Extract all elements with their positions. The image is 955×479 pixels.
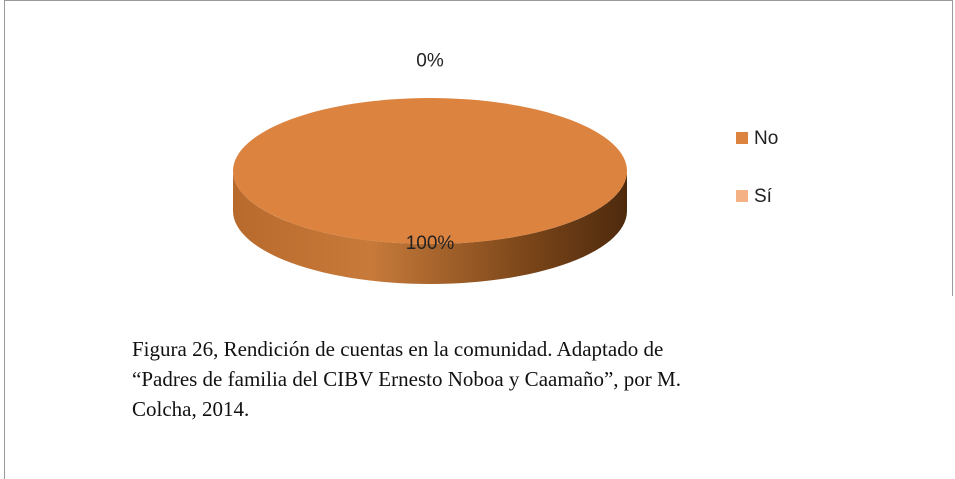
legend-swatch (736, 190, 748, 202)
caption-line: Colcha, 2014. (132, 397, 249, 421)
caption-line: “Padres de familia del CIBV Ernesto Nobo… (132, 367, 681, 391)
pie-slice (233, 98, 627, 244)
legend-label: No (754, 128, 778, 149)
caption-line: Figura 26, Rendición de cuentas en la co… (132, 337, 663, 361)
data-label: 0% (416, 51, 444, 72)
pie-side (233, 171, 627, 284)
legend-label: Sí (754, 186, 773, 207)
data-label: 100% (406, 233, 455, 254)
legend-swatch (736, 132, 748, 144)
